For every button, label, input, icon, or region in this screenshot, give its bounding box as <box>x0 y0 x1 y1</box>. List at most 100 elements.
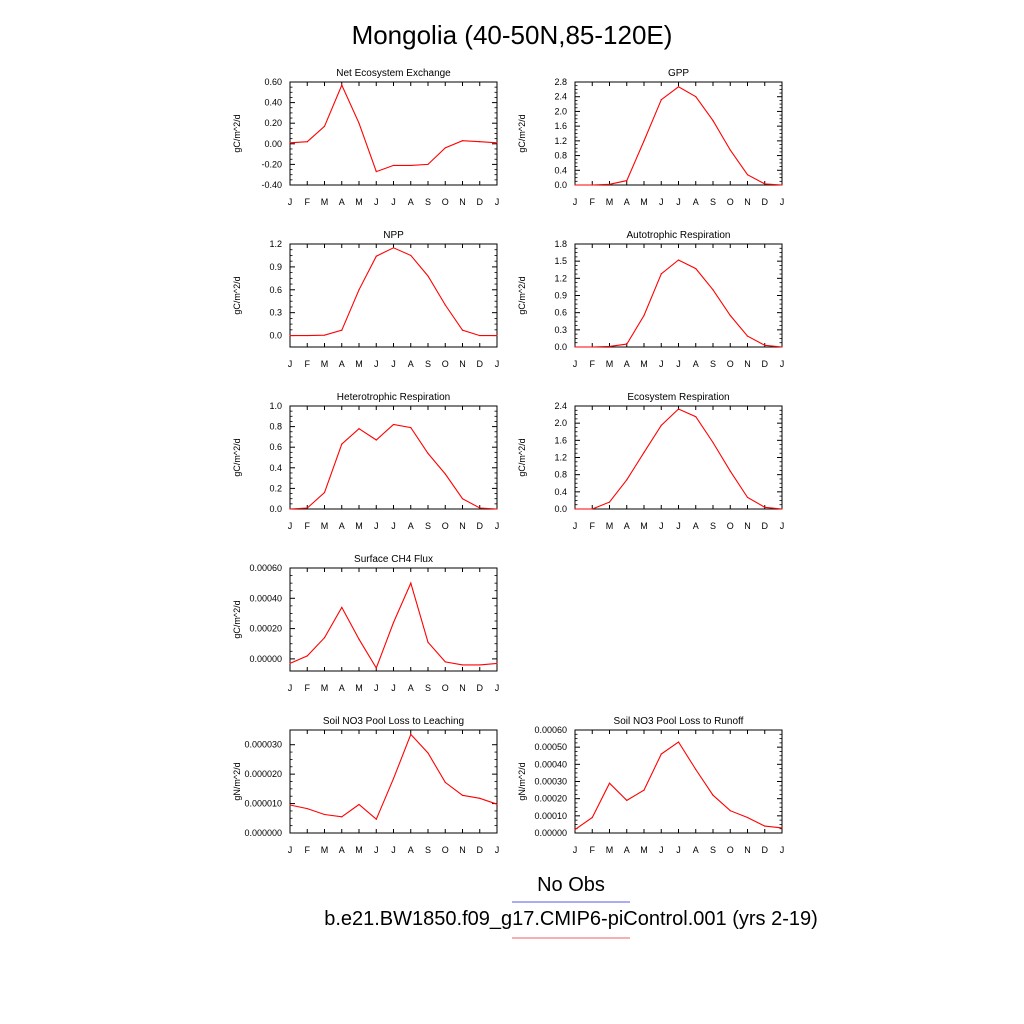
data-point <box>695 96 697 98</box>
data-point <box>341 606 343 608</box>
data-point <box>479 334 481 337</box>
x-tick-label: A <box>408 359 414 369</box>
data-point <box>323 813 326 816</box>
x-tick-label: J <box>288 683 293 693</box>
x-tick-label: J <box>495 197 500 207</box>
y-axis-label: gN/m^2/d <box>517 762 527 800</box>
data-point <box>461 794 464 796</box>
data-point <box>479 797 481 799</box>
legend: No Obs b.e21.BW1850.f09_g17.CMIP6-piCont… <box>324 874 818 939</box>
y-tick-label: 0.00020 <box>534 794 567 804</box>
data-point <box>729 810 731 812</box>
data-point <box>764 825 766 827</box>
y-tick-label: 0.0 <box>554 342 567 352</box>
x-tick-label: A <box>693 197 699 207</box>
x-tick-label: F <box>305 197 311 207</box>
y-tick-label: 0.3 <box>269 308 282 318</box>
x-tick-label: J <box>780 845 785 855</box>
x-tick-label: D <box>477 359 484 369</box>
x-tick-label: O <box>727 521 734 531</box>
data-point <box>781 184 783 186</box>
data-point <box>289 142 291 144</box>
x-tick-label: M <box>606 197 614 207</box>
y-axis-label: gC/m^2/d <box>232 276 242 314</box>
y-axis-label: gC/m^2/d <box>517 276 527 314</box>
data-point <box>608 345 611 348</box>
x-tick-label: N <box>459 683 466 693</box>
x-tick-label: A <box>624 359 630 369</box>
data-point <box>781 827 783 829</box>
x-tick-label: D <box>477 683 484 693</box>
data-point <box>496 142 498 144</box>
data-point <box>341 443 343 445</box>
data-point <box>729 314 731 317</box>
y-tick-label: 0.2 <box>269 483 282 493</box>
x-tick-label: O <box>727 359 734 369</box>
data-point <box>660 753 662 755</box>
y-tick-label: 0.6 <box>554 308 567 318</box>
data-point <box>746 174 749 176</box>
x-tick-label: M <box>606 359 614 369</box>
series-line <box>289 581 498 670</box>
x-tick-label: M <box>355 197 363 207</box>
x-tick-label: J <box>288 521 293 531</box>
data-point <box>323 125 326 127</box>
y-tick-label: 1.2 <box>554 273 567 283</box>
data-point <box>608 501 611 503</box>
panel-title: Soil NO3 Pool Loss to Runoff <box>614 716 744 727</box>
data-point <box>375 255 377 257</box>
x-tick-label: N <box>459 197 466 207</box>
x-tick-label: F <box>305 359 311 369</box>
x-tick-label: A <box>624 521 630 531</box>
data-point <box>591 184 593 186</box>
data-point <box>461 140 464 142</box>
y-tick-label: 0.00040 <box>534 759 567 769</box>
data-point <box>289 334 291 337</box>
x-tick-label: A <box>693 521 699 531</box>
y-tick-label: 0.00060 <box>249 563 282 573</box>
data-point <box>479 141 481 143</box>
panel-7: Soil NO3 Pool Loss to Leaching gN/m^2/d J F… <box>232 716 499 855</box>
x-tick-label: J <box>391 683 396 693</box>
x-tick-label: J <box>573 845 578 855</box>
data-point <box>626 343 628 345</box>
panel-title: GPP <box>668 68 689 79</box>
x-tick-label: O <box>442 197 449 207</box>
series-line <box>289 733 498 821</box>
data-point <box>427 641 429 643</box>
x-tick-label: A <box>339 359 345 369</box>
panel-title: Autotrophic Respiration <box>627 230 731 241</box>
x-tick-label: J <box>288 359 293 369</box>
data-point <box>574 346 576 348</box>
data-point <box>444 473 446 475</box>
data-point <box>289 804 291 806</box>
x-tick-label: S <box>425 683 431 693</box>
data-point <box>729 149 731 151</box>
x-tick-label: M <box>321 521 329 531</box>
data-point <box>375 667 377 669</box>
data-point <box>375 171 377 173</box>
data-point <box>341 816 343 818</box>
x-tick-label: A <box>339 521 345 531</box>
data-point <box>461 664 464 666</box>
x-tick-label: A <box>408 197 414 207</box>
data-point <box>764 183 766 185</box>
series-line <box>575 259 783 348</box>
data-point <box>591 508 593 510</box>
x-tick-label: D <box>762 197 769 207</box>
data-point <box>746 496 749 499</box>
series-line <box>290 247 497 337</box>
data-point <box>410 582 412 584</box>
x-tick-label: O <box>727 845 734 855</box>
y-tick-label: 0.8 <box>269 422 282 432</box>
x-tick-label: F <box>305 521 311 531</box>
x-tick-label: J <box>676 359 681 369</box>
x-tick-label: J <box>391 197 396 207</box>
data-point <box>410 427 412 429</box>
x-tick-label: D <box>762 359 769 369</box>
y-tick-label: 0.4 <box>554 487 567 497</box>
